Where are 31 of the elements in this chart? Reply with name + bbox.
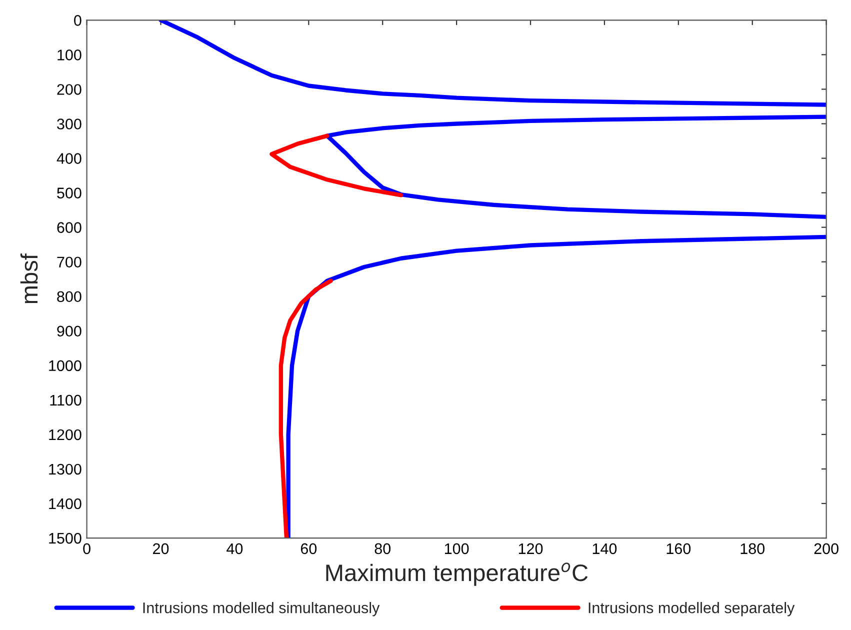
y-tick-label: 300: [57, 118, 82, 130]
x-tick-label: 180: [740, 543, 765, 554]
y-tick-label: 1000: [49, 360, 82, 372]
x-axis-title: Maximum temperature$^{o}$C: [326, 562, 588, 586]
y-tick-label: 1500: [49, 532, 82, 544]
y-tick-label: 1400: [49, 498, 82, 510]
y-tick-label: 200: [57, 84, 82, 95]
legend-label: Intrusions modelled separately: [588, 602, 795, 616]
y-tick-label: 1300: [49, 464, 82, 475]
x-tick-label: 20: [153, 543, 169, 554]
y-tick-label: 800: [57, 291, 82, 302]
x-tick-label: 60: [300, 543, 317, 554]
x-tick-label: 200: [814, 543, 838, 554]
x-tick-label: 0: [83, 543, 90, 554]
y-tick-label: 0: [74, 15, 82, 26]
y-tick-label: 1200: [49, 429, 82, 440]
x-tick-label: 100: [444, 543, 469, 554]
y-axis-title: mbsf: [20, 253, 38, 304]
x-tick-label: 160: [666, 543, 691, 554]
y-tick-label: 900: [57, 326, 82, 337]
y-tick-label: 1100: [50, 394, 82, 406]
x-tick-label: 120: [518, 543, 543, 554]
x-tick-label: 80: [374, 543, 391, 554]
x-tick-label: 140: [592, 543, 617, 554]
legend-label: Intrusions modelled simultaneously: [143, 602, 380, 616]
x-tick-label: 40: [226, 543, 243, 554]
y-tick-label: 100: [58, 50, 82, 60]
y-tick-label: 500: [57, 188, 82, 198]
y-tick-label: 400: [56, 153, 82, 164]
y-tick-label: 700: [57, 256, 82, 268]
y-tick-label: 600: [57, 222, 82, 233]
